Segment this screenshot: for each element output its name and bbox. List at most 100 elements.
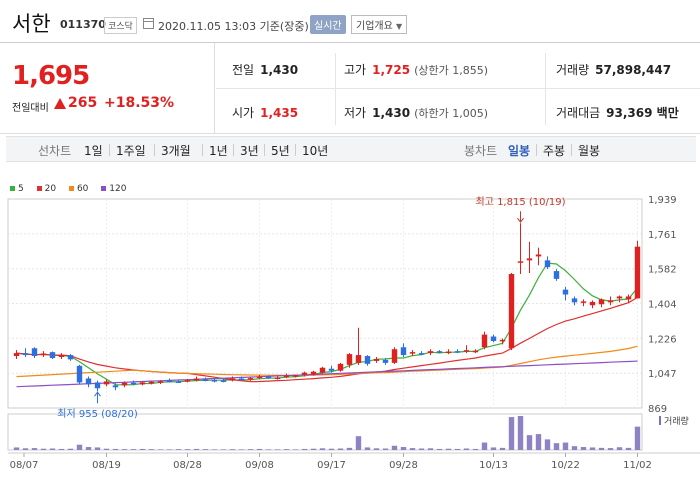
tab-5y[interactable]: 5년 <box>271 144 290 158</box>
volume-bar <box>499 447 506 450</box>
volume-bar <box>265 449 272 450</box>
candle-body <box>130 382 137 385</box>
volume-bar <box>319 448 326 450</box>
x-tick-label: 09/08 <box>245 460 274 471</box>
corp-overview-dropdown[interactable]: 기업개요 ▼ <box>351 15 408 34</box>
tab-daily[interactable]: 일봉 <box>508 144 531 158</box>
line-chart-label: 선차트 <box>38 144 72 158</box>
amount-label: 거래대금 <box>556 106 601 120</box>
candle-body <box>535 254 542 257</box>
y-tick-label: 1,939 <box>648 195 677 206</box>
tab-1y[interactable]: 1년 <box>209 144 228 158</box>
volume-bar <box>220 449 227 450</box>
volume-bar <box>58 448 65 450</box>
volume-bar <box>436 448 443 450</box>
volume-bar <box>22 448 29 450</box>
candle-body <box>121 382 128 386</box>
x-tick-label: 10/13 <box>479 460 508 471</box>
high-value: 1,725 <box>372 63 411 77</box>
candle-body <box>238 378 245 381</box>
volume-bar <box>418 448 425 450</box>
realtime-button[interactable]: 실시간 <box>310 15 346 34</box>
candle-body <box>544 260 551 268</box>
change-rate: +18.53% <box>104 95 175 111</box>
prev-close: 전일 1,430 <box>232 61 298 78</box>
x-tick-label: 11/02 <box>623 460 652 471</box>
candle-body <box>382 359 389 363</box>
candle-body <box>40 353 47 356</box>
candle-body <box>229 378 236 381</box>
candle-body <box>13 353 20 357</box>
volume-bar <box>256 448 263 450</box>
open-value: 1,435 <box>260 106 299 120</box>
volume-bar <box>175 449 182 450</box>
volume-bar <box>121 449 128 450</box>
divider <box>295 144 296 156</box>
candle-body <box>499 339 506 342</box>
volume-bar <box>103 448 110 450</box>
volume-bar <box>346 447 353 450</box>
legend-ma20: 20 <box>36 184 57 194</box>
price-summary: 1,695 전일대비 265 +18.53% 전일 1,430 고가 1,725 (상… <box>0 42 700 134</box>
candle-body <box>346 354 353 365</box>
y-tick-label: 1,226 <box>648 334 677 345</box>
ma60-line <box>16 345 638 378</box>
candle-body <box>301 372 308 375</box>
open-label: 시가 <box>232 106 255 120</box>
tab-weekly[interactable]: 주봉 <box>543 144 566 158</box>
volume-bar <box>202 449 209 450</box>
volume-bar <box>94 447 101 450</box>
legend-label: 20 <box>44 184 57 194</box>
candle-body <box>409 352 416 354</box>
ma20-line <box>16 296 638 383</box>
x-tick-label: 09/17 <box>317 460 346 471</box>
market-badge: 코스닥 <box>104 17 137 34</box>
candle-body <box>67 355 74 360</box>
volume-bar <box>490 447 497 450</box>
tab-monthly[interactable]: 월봉 <box>578 144 601 158</box>
x-tick-label: 08/28 <box>173 460 202 471</box>
upper-limit: (상한가 1,855) <box>414 64 488 77</box>
legend-label: 60 <box>76 184 89 194</box>
volume-bar <box>580 447 587 450</box>
volume-bar <box>274 449 281 450</box>
divider <box>536 144 537 156</box>
volume-bar <box>364 447 371 450</box>
legend-ma60: 60 <box>68 184 89 194</box>
candle-body <box>193 378 200 381</box>
ma120-line <box>16 360 638 388</box>
volume-bar <box>481 442 488 450</box>
legend-label: 120 <box>109 184 127 194</box>
legend-ma5: 5 <box>10 184 24 194</box>
chart-period-tabs: 선차트 1일 1주일 3개월 1년 3년 5년 10년 봉차트 일봉 주봉 월봉 <box>6 136 696 162</box>
candle-body <box>58 355 65 358</box>
quote-timestamp: 2020.11.05 13:03 기준(장중) <box>158 20 309 33</box>
volume-bar <box>184 449 191 450</box>
legend-ma120: 120 <box>101 184 126 194</box>
candle-body <box>598 299 605 305</box>
candle-body <box>400 347 407 356</box>
candle-body <box>247 378 254 380</box>
volume-bar <box>13 447 20 450</box>
candle-body <box>103 381 110 385</box>
candle-body <box>175 381 182 383</box>
prev-close-value: 1,430 <box>260 63 299 77</box>
legend-swatch <box>36 186 42 191</box>
divider <box>264 144 265 156</box>
tab-1w[interactable]: 1주일 <box>116 144 146 158</box>
volume-bar <box>382 448 389 450</box>
volume-bar <box>76 444 83 450</box>
candle-body <box>508 274 515 349</box>
volume-bar <box>49 448 56 450</box>
tab-1d[interactable]: 1일 <box>84 144 103 158</box>
tab-3m[interactable]: 3개월 <box>161 144 191 158</box>
candle-body <box>283 375 290 378</box>
divider <box>154 144 155 156</box>
volume-bar <box>211 449 218 450</box>
volume-bar <box>310 448 317 450</box>
legend-swatch <box>10 186 15 191</box>
candle-body <box>481 334 488 348</box>
tab-3y[interactable]: 3년 <box>240 144 259 158</box>
tab-10y[interactable]: 10년 <box>302 144 329 158</box>
candle-body <box>139 382 146 385</box>
